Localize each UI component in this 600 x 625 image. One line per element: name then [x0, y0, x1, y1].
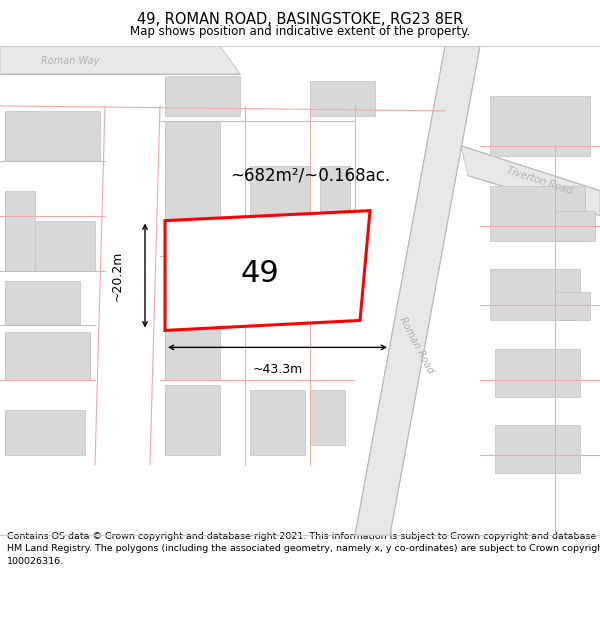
- Bar: [5, 111, 100, 161]
- Text: Contains OS data © Crown copyright and database right 2021. This information is : Contains OS data © Crown copyright and d…: [7, 532, 600, 566]
- Bar: [310, 81, 375, 116]
- Polygon shape: [0, 46, 240, 74]
- Bar: [250, 166, 310, 246]
- Polygon shape: [165, 211, 370, 331]
- Bar: [5, 221, 95, 271]
- Bar: [165, 385, 220, 455]
- Bar: [310, 390, 345, 445]
- Text: ~20.2m: ~20.2m: [110, 251, 124, 301]
- Bar: [490, 96, 590, 156]
- Text: 49, ROMAN ROAD, BASINGSTOKE, RG23 8ER: 49, ROMAN ROAD, BASINGSTOKE, RG23 8ER: [137, 11, 463, 26]
- Bar: [320, 166, 350, 241]
- Text: ~682m²/~0.168ac.: ~682m²/~0.168ac.: [230, 167, 390, 185]
- Bar: [495, 349, 580, 398]
- Text: 49: 49: [241, 259, 280, 288]
- Bar: [490, 269, 580, 321]
- Polygon shape: [461, 146, 600, 216]
- Bar: [5, 191, 35, 271]
- Bar: [490, 186, 585, 241]
- Text: Roman Way: Roman Way: [41, 56, 99, 66]
- Bar: [165, 121, 220, 381]
- Text: Roman Road: Roman Road: [397, 316, 435, 376]
- Bar: [250, 390, 305, 455]
- Bar: [495, 425, 580, 473]
- Polygon shape: [355, 46, 480, 535]
- Bar: [165, 76, 240, 116]
- Text: ~43.3m: ~43.3m: [253, 363, 302, 376]
- Bar: [5, 410, 85, 455]
- Text: Tiverton Road: Tiverton Road: [506, 166, 574, 196]
- Bar: [5, 332, 90, 381]
- Text: Map shows position and indicative extent of the property.: Map shows position and indicative extent…: [130, 25, 470, 38]
- Bar: [555, 292, 590, 321]
- Bar: [5, 281, 80, 326]
- Bar: [555, 211, 595, 241]
